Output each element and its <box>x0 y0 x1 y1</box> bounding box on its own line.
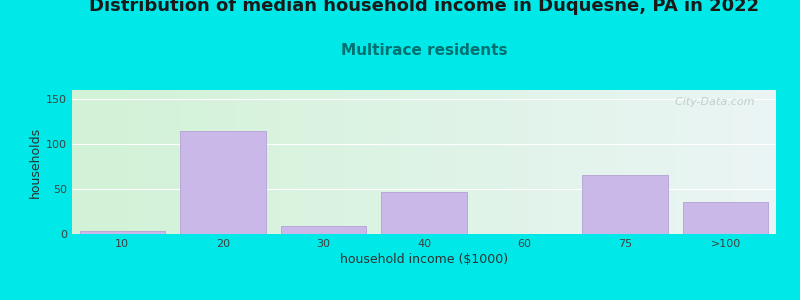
Text: Distribution of median household income in Duquesne, PA in 2022: Distribution of median household income … <box>89 0 759 15</box>
Text: Multirace residents: Multirace residents <box>341 43 507 58</box>
Y-axis label: households: households <box>29 126 42 198</box>
Text: City-Data.com: City-Data.com <box>668 97 755 107</box>
Bar <box>180 130 266 234</box>
Bar <box>79 231 165 234</box>
Bar <box>683 202 769 234</box>
Bar <box>281 226 366 234</box>
Bar <box>582 175 668 234</box>
Bar <box>382 192 466 234</box>
X-axis label: household income ($1000): household income ($1000) <box>340 253 508 266</box>
